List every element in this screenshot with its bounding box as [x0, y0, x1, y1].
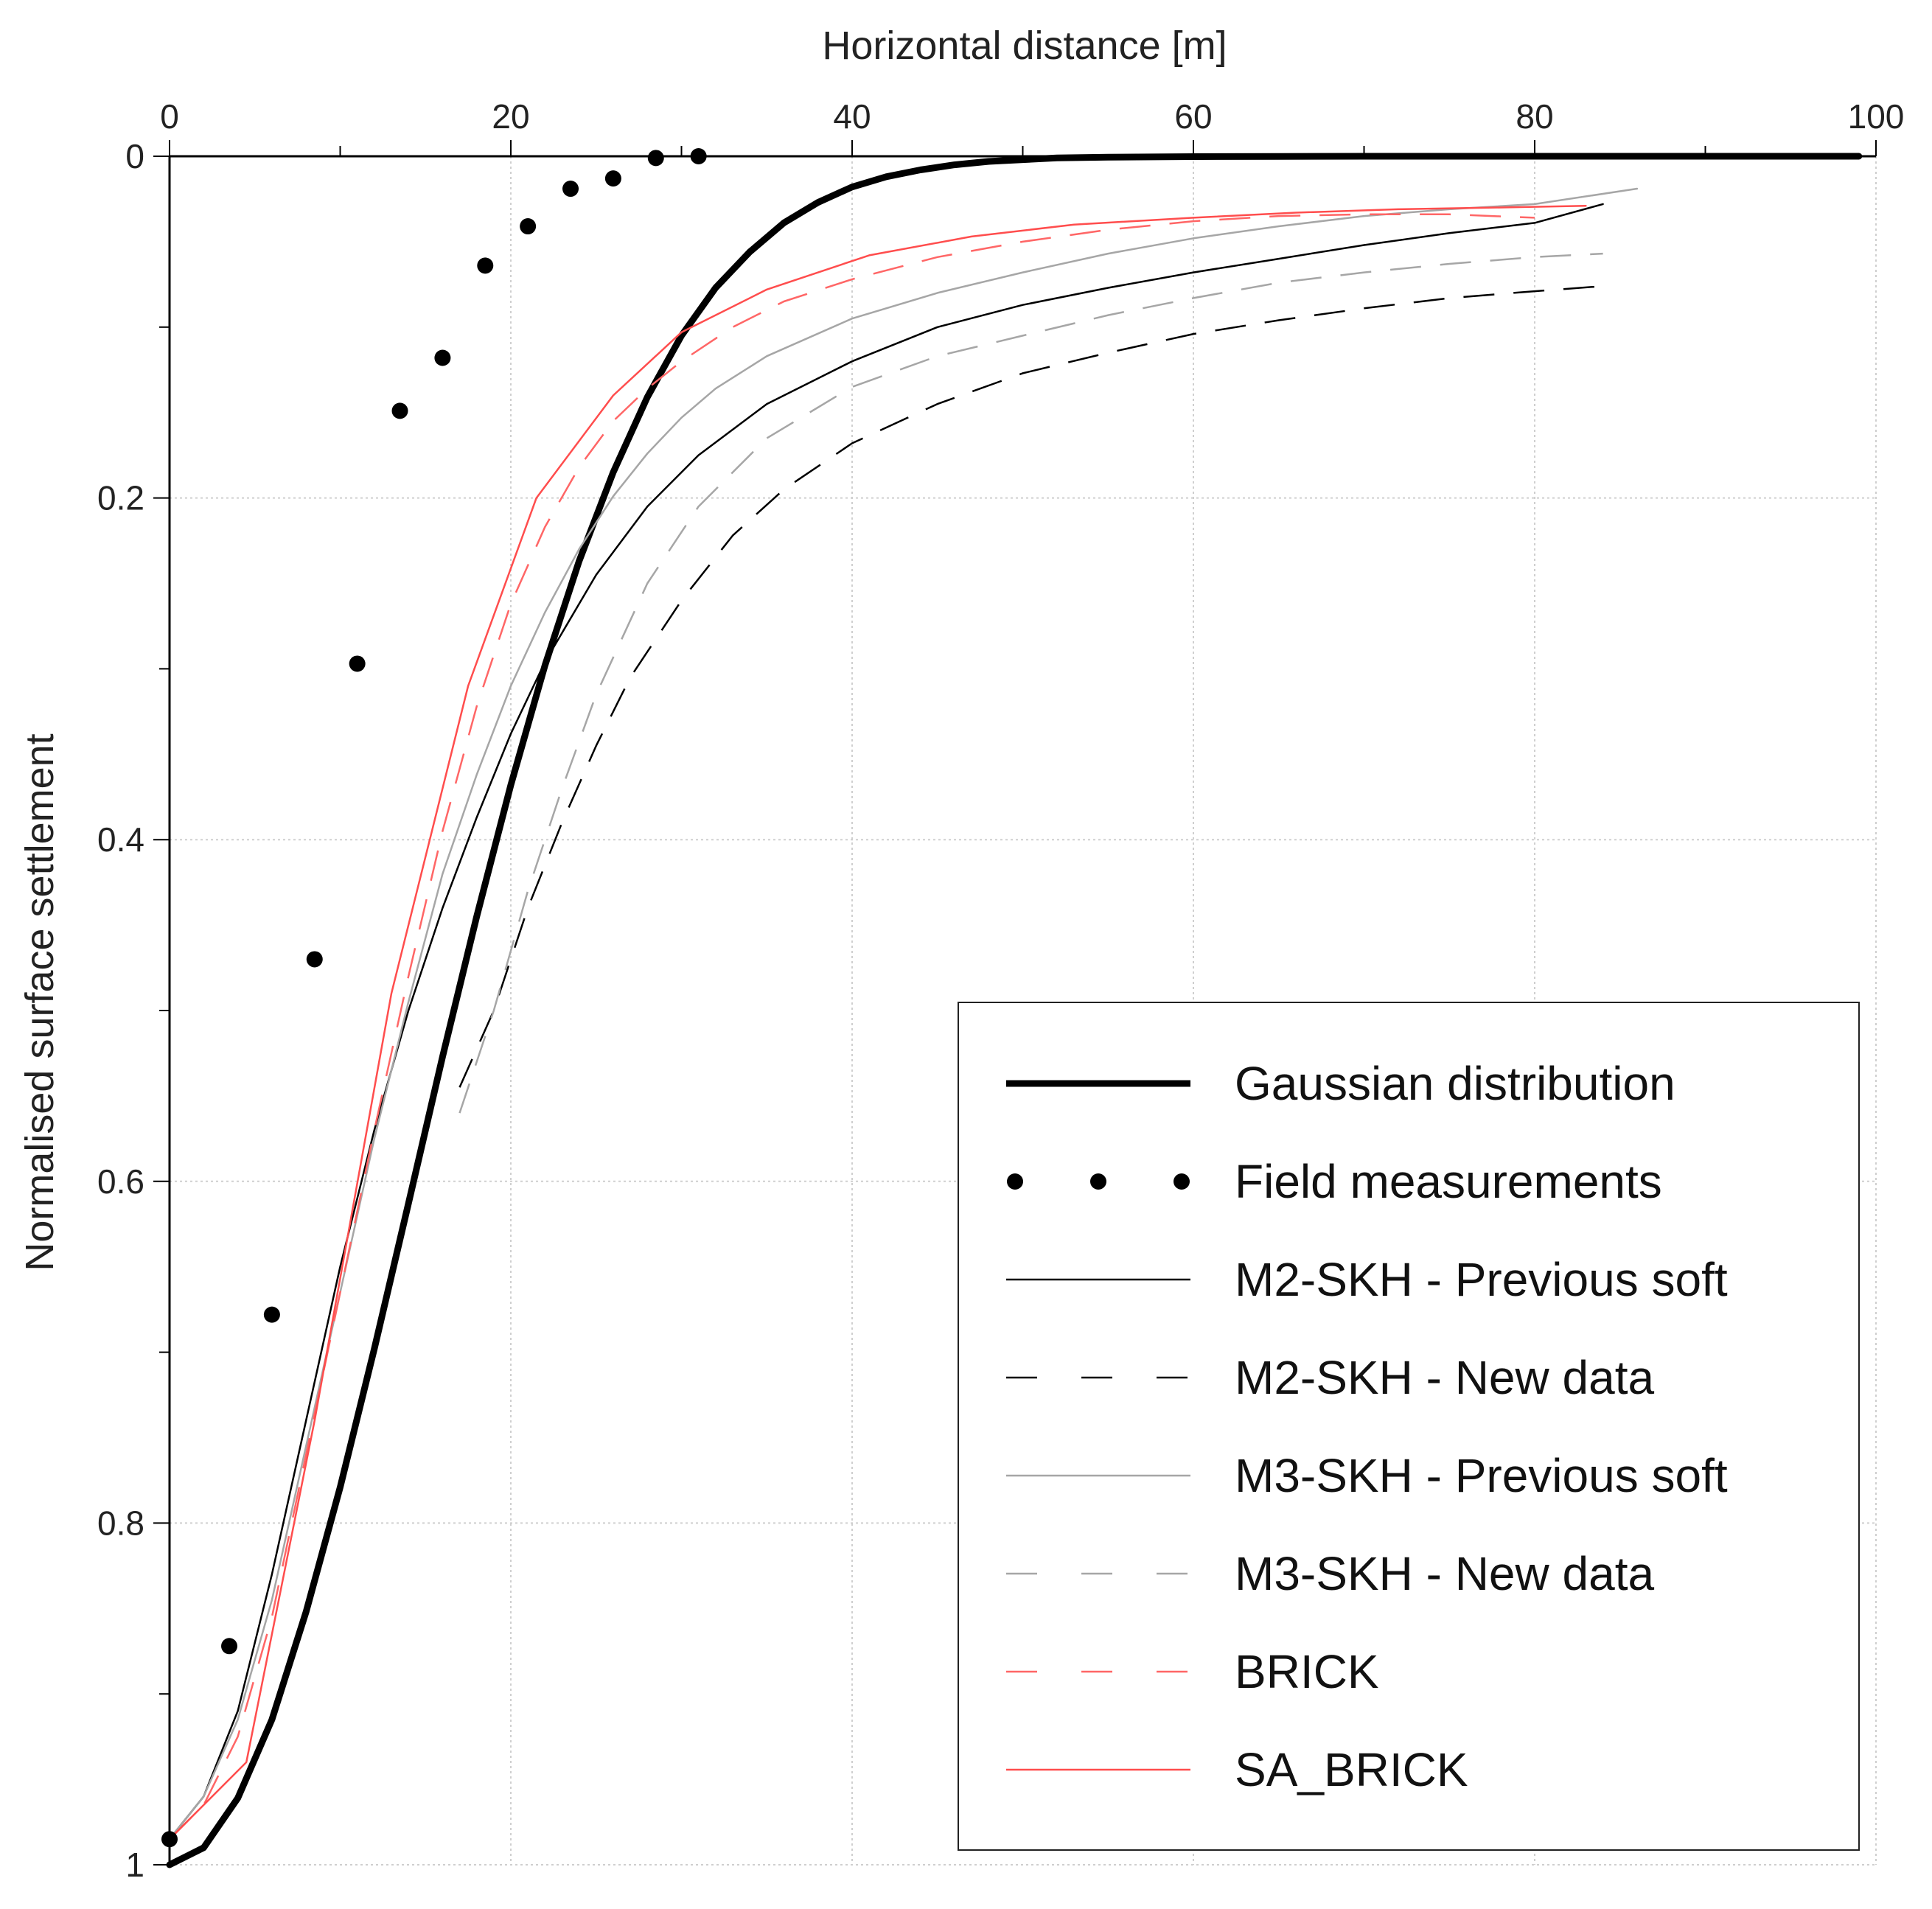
legend-item-sa-brick: SA_BRICK: [1006, 1743, 1468, 1796]
field-measurement-point: [263, 1306, 280, 1323]
y-tick-label: 0: [125, 137, 144, 175]
field-measurement-point: [690, 148, 707, 164]
series-line-gaussian-distribution: [166, 153, 1863, 1868]
legend-item-m2-skh-new-data: M2-SKH - New data: [1006, 1351, 1654, 1404]
legend-item-gaussian-distribution: Gaussian distribution: [1006, 1057, 1675, 1110]
y-tick-label: 1: [125, 1846, 144, 1884]
x-tick-label: 100: [1848, 97, 1905, 136]
x-tick-label: 80: [1516, 97, 1553, 136]
y-axis-title: Normalised surface settlement: [18, 733, 62, 1271]
x-tick-label: 40: [833, 97, 871, 136]
legend-marker: [1090, 1173, 1106, 1190]
x-tick-label: 60: [1174, 97, 1212, 136]
x-tick-label: 20: [492, 97, 529, 136]
legend: Gaussian distribution Field measurements M…: [958, 1002, 1860, 1851]
legend-label: M3-SKH - Previous soft: [1235, 1449, 1728, 1502]
legend-label: M2-SKH - Previous soft: [1235, 1253, 1728, 1306]
y-tick-label: 0.8: [97, 1504, 144, 1542]
legend-label: SA_BRICK: [1235, 1743, 1468, 1796]
series-layer: [161, 148, 1863, 1868]
series-line-m2-skh-new-data: [458, 285, 1603, 1088]
legend-items: Gaussian distribution Field measurements M…: [1006, 1057, 1728, 1796]
series-line-m3-skh-new-data: [458, 252, 1603, 1114]
y-tick-label: 0.2: [97, 479, 144, 517]
series-line-m2-skh-previous-soft: [168, 203, 1604, 1840]
legend-label: M3-SKH - New data: [1235, 1547, 1654, 1600]
field-measurement-point: [477, 257, 494, 274]
legend-box: [958, 1002, 1860, 1851]
series-line-sa-brick: [168, 204, 1587, 1840]
legend-label: BRICK: [1235, 1645, 1379, 1698]
axes: 0 20 40 60 80 100 0 0.2 0.4 0.6 0.8 1: [97, 97, 1904, 1884]
y-tick-label: 0.6: [97, 1162, 144, 1201]
field-measurement-point: [349, 655, 366, 672]
field-measurement-point: [562, 181, 579, 198]
legend-item-m2-skh-previous-soft: M2-SKH - Previous soft: [1006, 1253, 1728, 1306]
field-measurement-point: [434, 349, 451, 366]
field-measurement-point: [520, 218, 537, 235]
legend-item-field-measurements: Field measurements: [1007, 1155, 1662, 1208]
y-tick-label: 0.4: [97, 820, 144, 859]
legend-label: Gaussian distribution: [1235, 1057, 1675, 1110]
x-tick-label: 0: [160, 97, 179, 136]
legend-label: Field measurements: [1235, 1155, 1662, 1208]
field-measurement-point: [647, 150, 664, 167]
field-measurement-point: [221, 1638, 238, 1655]
legend-item-m3-skh-previous-soft: M3-SKH - Previous soft: [1006, 1449, 1728, 1502]
field-measurement-point: [161, 1831, 178, 1848]
legend-item-m3-skh-new-data: M3-SKH - New data: [1006, 1547, 1654, 1600]
x-axis-title: Horizontal distance [m]: [822, 24, 1227, 68]
field-measurement-point: [306, 951, 323, 968]
series-field-measurements: [161, 148, 707, 1848]
field-measurement-point: [391, 402, 408, 419]
legend-marker: [1174, 1173, 1190, 1190]
legend-label: M2-SKH - New data: [1235, 1351, 1654, 1404]
field-measurement-point: [604, 170, 621, 187]
legend-marker: [1007, 1173, 1023, 1190]
legend-item-brick: BRICK: [1006, 1645, 1379, 1698]
